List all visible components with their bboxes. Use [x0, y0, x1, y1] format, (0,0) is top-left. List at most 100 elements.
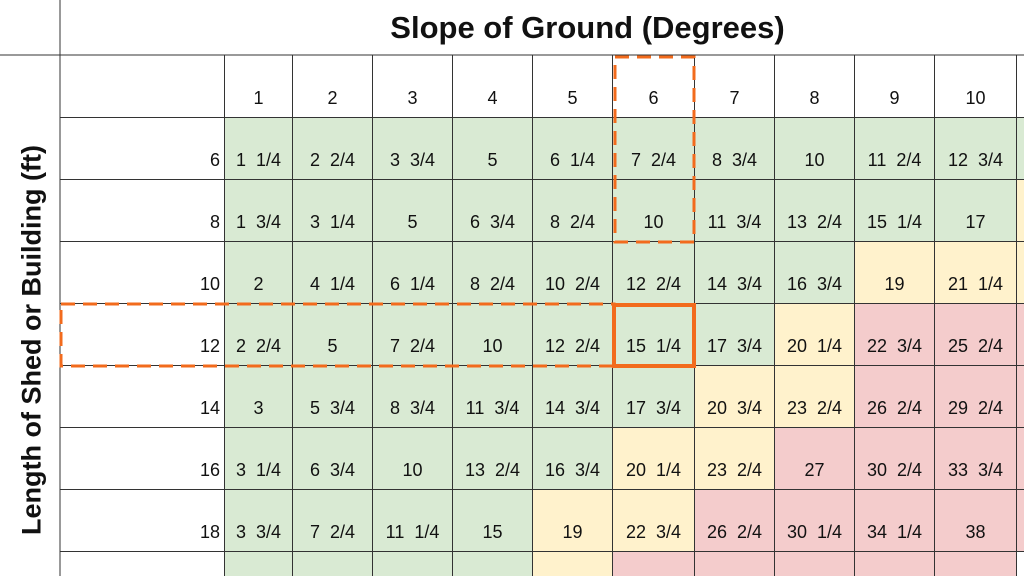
table-cell: 17 [935, 180, 1017, 242]
table-cell: 26 2/4 [855, 366, 935, 428]
partial-cell [60, 552, 225, 576]
table-cell: 1 1/4 [225, 118, 293, 180]
table-cell: 27 [775, 428, 855, 490]
column-header: 9 [855, 55, 935, 118]
table-cell: 10 2/4 [533, 242, 613, 304]
table-cell: 16 3/4 [775, 242, 855, 304]
table-cell: 8 2/4 [453, 242, 533, 304]
table-cell: 17 3/4 [695, 304, 775, 366]
table-cell: 13 2/4 [775, 180, 855, 242]
table-cell: 5 [453, 118, 533, 180]
column-header: 8 [775, 55, 855, 118]
table-cell: 1 3/4 [225, 180, 293, 242]
table-cell: 2 2/4 [225, 304, 293, 366]
table-cell: 12 2/4 [613, 242, 695, 304]
table-cell: 3 1/4 [293, 180, 373, 242]
column-header: 5 [533, 55, 613, 118]
table-cell: 7 2/4 [293, 490, 373, 552]
table-cell: 7 2/4 [373, 304, 453, 366]
table-cell: 17 3/4 [613, 366, 695, 428]
table-cell: 15 1/4 [613, 304, 695, 366]
table-cell: 3 3/4 [225, 490, 293, 552]
table-cell: 6 1/4 [373, 242, 453, 304]
table-cell: 22 3/4 [855, 304, 935, 366]
table-cell: 12 2/4 [533, 304, 613, 366]
table-cell: 19 [855, 242, 935, 304]
table-cell: 25 2/4 [935, 304, 1017, 366]
table-cell: 2 [225, 242, 293, 304]
row-header: 10 [60, 242, 225, 304]
column-header: 1 [225, 55, 293, 118]
table-cell: 14 3/4 [695, 242, 775, 304]
table-cell: 20 1/4 [775, 304, 855, 366]
table-cell: 8 3/4 [695, 118, 775, 180]
table-cell: 11 3/4 [695, 180, 775, 242]
partial-cell [1017, 490, 1024, 552]
table-cell: 2 2/4 [293, 118, 373, 180]
table-cell: 22 3/4 [613, 490, 695, 552]
table-cell: 14 3/4 [533, 366, 613, 428]
table-cell: 7 2/4 [613, 118, 695, 180]
table-cell: 11 2/4 [855, 118, 935, 180]
table-cell: 23 2/4 [695, 428, 775, 490]
table-cell: 16 3/4 [533, 428, 613, 490]
table-cell: 30 1/4 [775, 490, 855, 552]
table-cell: 29 2/4 [935, 366, 1017, 428]
partial-cell [533, 552, 613, 576]
corner-cell [60, 55, 225, 118]
column-header: 7 [695, 55, 775, 118]
row-header: 18 [60, 490, 225, 552]
row-header: 8 [60, 180, 225, 242]
cell-highlight [612, 303, 696, 368]
column-header: 2 [293, 55, 373, 118]
table-cell: 8 2/4 [533, 180, 613, 242]
partial-cell [453, 552, 533, 576]
partial-cell [373, 552, 453, 576]
table-cell: 12 3/4 [935, 118, 1017, 180]
table-cell: 20 3/4 [695, 366, 775, 428]
table-cell: 33 3/4 [935, 428, 1017, 490]
table-cell: 11 3/4 [453, 366, 533, 428]
row-header: 14 [60, 366, 225, 428]
table-cell: 3 3/4 [373, 118, 453, 180]
row-highlight [59, 302, 616, 368]
partial-cell [935, 552, 1017, 576]
partial-cell [1017, 366, 1024, 428]
column-header: 6 [613, 55, 695, 118]
partial-cell [613, 552, 695, 576]
table-cell: 19 [533, 490, 613, 552]
table-cell: 5 [373, 180, 453, 242]
table-cell: 5 3/4 [293, 366, 373, 428]
table-cell: 3 [225, 366, 293, 428]
column-highlight [613, 55, 696, 244]
table-cell: 11 1/4 [373, 490, 453, 552]
table-cell: 6 3/4 [453, 180, 533, 242]
partial-cell [1017, 55, 1024, 118]
column-header: 10 [935, 55, 1017, 118]
table-cell: 4 1/4 [293, 242, 373, 304]
partial-cell [1017, 242, 1024, 304]
table-cell: 3 1/4 [225, 428, 293, 490]
partial-cell [225, 552, 293, 576]
table-cell: 8 3/4 [373, 366, 453, 428]
partial-cell [1017, 304, 1024, 366]
table-cell: 26 2/4 [695, 490, 775, 552]
row-header: 6 [60, 118, 225, 180]
partial-cell [775, 552, 855, 576]
column-header: 4 [453, 55, 533, 118]
table-cell: 10 [453, 304, 533, 366]
table-cell: 13 2/4 [453, 428, 533, 490]
table-cell: 34 1/4 [855, 490, 935, 552]
table-cell: 15 [453, 490, 533, 552]
partial-cell [855, 552, 935, 576]
partial-cell [695, 552, 775, 576]
table-cell: 38 [935, 490, 1017, 552]
partial-cell [1017, 180, 1024, 242]
table-cell: 30 2/4 [855, 428, 935, 490]
table-cell: 10 [775, 118, 855, 180]
table-cell: 6 3/4 [293, 428, 373, 490]
partial-cell [293, 552, 373, 576]
partial-cell [1017, 118, 1024, 180]
